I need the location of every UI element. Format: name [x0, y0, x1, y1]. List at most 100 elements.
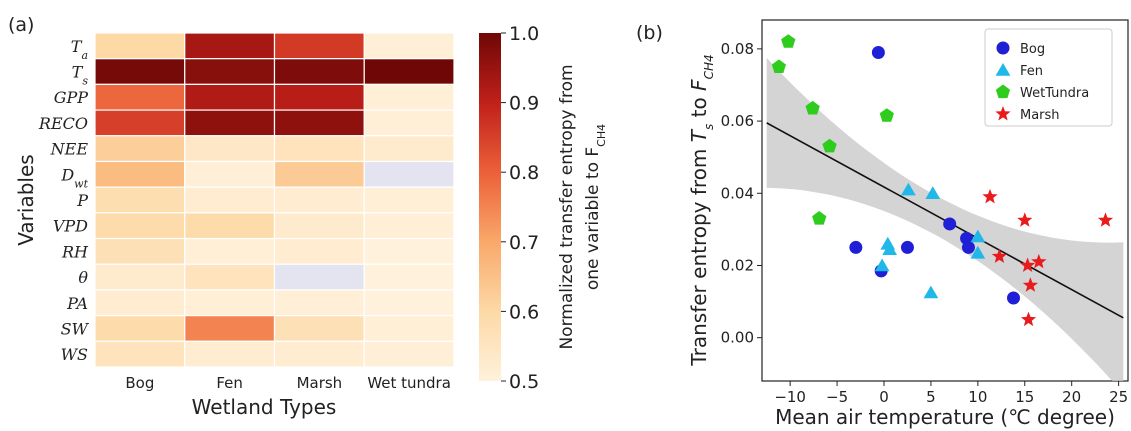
- heatmap-cell: [184, 315, 276, 342]
- colorbar-tick-label: 1.0: [509, 23, 539, 45]
- x-tick-label: 25: [1109, 388, 1128, 406]
- legend-marker-bog: [996, 41, 1010, 55]
- heatmap-cell: [94, 186, 186, 214]
- data-point-marsh: [1031, 253, 1047, 269]
- heatmap-cell: [184, 32, 276, 60]
- heatmap-cell: [184, 186, 276, 214]
- heatmap-row-label: RECO: [38, 114, 88, 133]
- panel-a-label: (a): [8, 14, 34, 36]
- colorbar: [479, 33, 501, 381]
- x-tick-label: 20: [1062, 388, 1081, 406]
- heatmap-row-label: WS: [61, 345, 88, 364]
- heatmap-cell: [94, 237, 186, 265]
- legend: Bog Fen WetTundra Marsh: [984, 28, 1113, 127]
- heatmap-cell: [94, 32, 186, 60]
- heatmap-cell: [94, 109, 186, 137]
- heatmap-cell: [363, 58, 455, 85]
- legend-marker-wettundra: [995, 84, 1011, 99]
- legend-entry: WetTundra: [1020, 86, 1089, 101]
- heatmap-cell: [363, 135, 455, 163]
- heatmap-cell: [363, 315, 455, 342]
- scatter-x-ticks: −10 −5 0 5 10 15 20 25: [774, 381, 1128, 406]
- heatmap-row-label: NEE: [50, 140, 89, 159]
- heatmap-cell: [273, 212, 365, 240]
- heatmap-cell: [184, 109, 276, 137]
- scatter-x-axis-title: Mean air temperature (℃ degree): [775, 405, 1115, 429]
- heatmap-cell: [363, 263, 455, 291]
- data-point-wettundra: [879, 108, 894, 122]
- colorbar-label: Normalized transfer entropy from: [557, 64, 577, 349]
- heatmap-cell: [273, 263, 365, 291]
- data-point-marsh: [982, 188, 998, 204]
- heatmap-cell: [184, 237, 276, 265]
- heatmap-row-label: VPD: [53, 217, 88, 236]
- heatmap-cell: [273, 237, 365, 265]
- colorbar-tick-label: 0.7: [509, 232, 539, 254]
- data-point-marsh: [1097, 212, 1114, 227]
- heatmap-cell: [94, 263, 186, 291]
- heatmap-cell: [273, 83, 365, 111]
- heatmap-y-axis-title: Variables: [14, 154, 38, 245]
- scatter-points: [771, 34, 1114, 327]
- heatmap-cell: [273, 186, 365, 214]
- x-tick-label: 0: [879, 388, 889, 406]
- legend-entry: Fen: [1020, 64, 1043, 79]
- heatmap-cell: [273, 315, 365, 342]
- heatmap-cell: [184, 212, 276, 240]
- data-point-bog: [849, 240, 863, 254]
- heatmap-cell: [94, 83, 186, 111]
- heatmap-cell: [94, 58, 186, 85]
- data-point-fen: [901, 182, 916, 196]
- heatmap-cell: [273, 32, 365, 60]
- heatmap-row-label: RH: [61, 242, 89, 261]
- heatmap-cell: [184, 289, 276, 317]
- data-point-marsh: [1020, 311, 1037, 327]
- data-point-fen: [882, 242, 897, 255]
- data-point-marsh: [1020, 257, 1036, 272]
- heatmap-cell: [363, 237, 455, 265]
- data-point-wettundra: [771, 59, 786, 73]
- legend-marker-fen: [995, 63, 1011, 76]
- legend-entry: Marsh: [1020, 108, 1060, 123]
- data-point-fen: [874, 258, 890, 272]
- heatmap-cell: [273, 160, 365, 188]
- data-point-bog: [871, 45, 885, 59]
- data-point-wettundra: [781, 34, 796, 48]
- x-tick-label: 10: [968, 388, 987, 406]
- heatmap-cell: [273, 289, 365, 317]
- data-point-marsh: [1017, 212, 1033, 227]
- heatmap-cell: [273, 340, 365, 368]
- heatmap-cell: [94, 135, 186, 163]
- heatmap-cell: [94, 289, 186, 317]
- colorbar-label-line2: one variable to FCH4: [583, 124, 608, 290]
- x-tick-label: 5: [926, 388, 936, 406]
- heatmap-cell: [363, 160, 455, 188]
- heatmap-row-label: θ: [78, 268, 88, 287]
- data-point-fen: [970, 229, 986, 243]
- heatmap-cell: [273, 109, 365, 137]
- data-point-fen: [923, 285, 939, 299]
- heatmap-cell: [184, 263, 276, 291]
- heatmap-cell: [94, 160, 186, 188]
- heatmap-cell: [94, 212, 186, 240]
- y-tick-label: 0.08: [721, 40, 754, 58]
- heatmap-row-label: Ta: [71, 37, 88, 62]
- legend-marker-marsh: [995, 106, 1011, 121]
- legend-box: [984, 28, 1113, 127]
- scatter-y-ticks: 0.00 0.02 0.04 0.06 0.08: [721, 40, 762, 347]
- data-point-bog: [961, 240, 975, 254]
- y-tick-label: 0.04: [721, 184, 754, 202]
- heatmap-cell: [363, 109, 455, 137]
- heatmap-row-label: GPP: [54, 88, 89, 107]
- data-point-marsh: [1022, 277, 1038, 292]
- heatmap-column-label: Bog: [125, 374, 154, 392]
- heatmap-cell: [184, 83, 276, 111]
- panel-b-label: (b): [636, 22, 663, 44]
- heatmap-cell: [184, 340, 276, 368]
- x-tick-label: −10: [774, 388, 806, 406]
- scatter-y-axis-title: Transfer entropy from Ts to FCH4: [687, 54, 716, 366]
- heatmap-row-label: Dwt: [60, 165, 88, 190]
- heatmap-cell: [363, 289, 455, 317]
- heatmap-cell: [363, 212, 455, 240]
